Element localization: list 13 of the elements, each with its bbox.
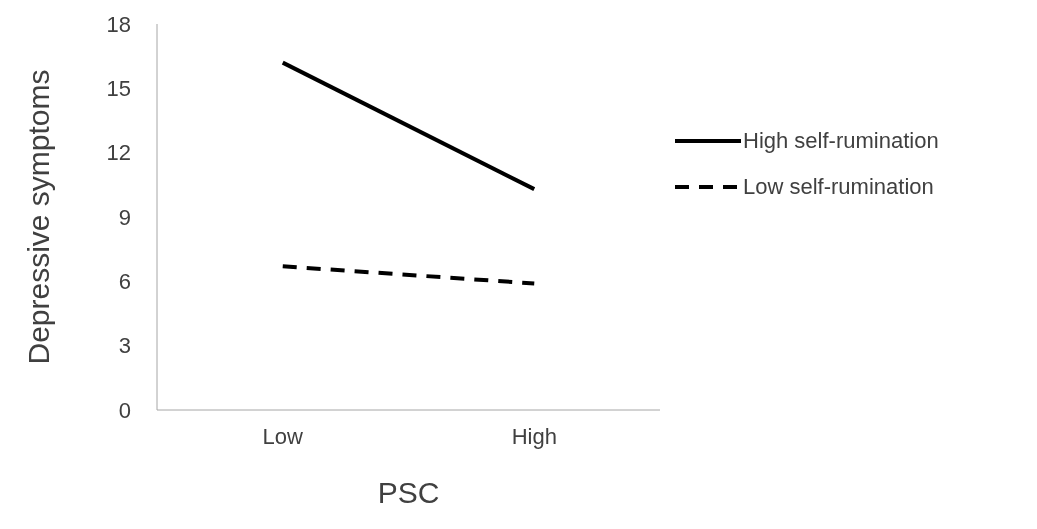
y-tick-label: 0 xyxy=(118,397,131,423)
y-tick-label: 9 xyxy=(118,204,131,230)
y-tick-label: 12 xyxy=(106,140,131,166)
y-tick-label: 18 xyxy=(106,11,131,37)
y-axis-title: Depressive symptoms xyxy=(21,69,55,365)
x-axis-title: PSC xyxy=(377,476,440,509)
y-tick-label: 6 xyxy=(118,269,131,295)
x-tick-label: Low xyxy=(262,423,304,449)
x-tick-label: High xyxy=(511,423,557,449)
y-tick-label: 3 xyxy=(118,333,131,359)
legend-label: Low self-rumination xyxy=(743,174,934,200)
legend-label: High self-rumination xyxy=(743,128,939,154)
y-tick-label: 15 xyxy=(106,76,131,102)
